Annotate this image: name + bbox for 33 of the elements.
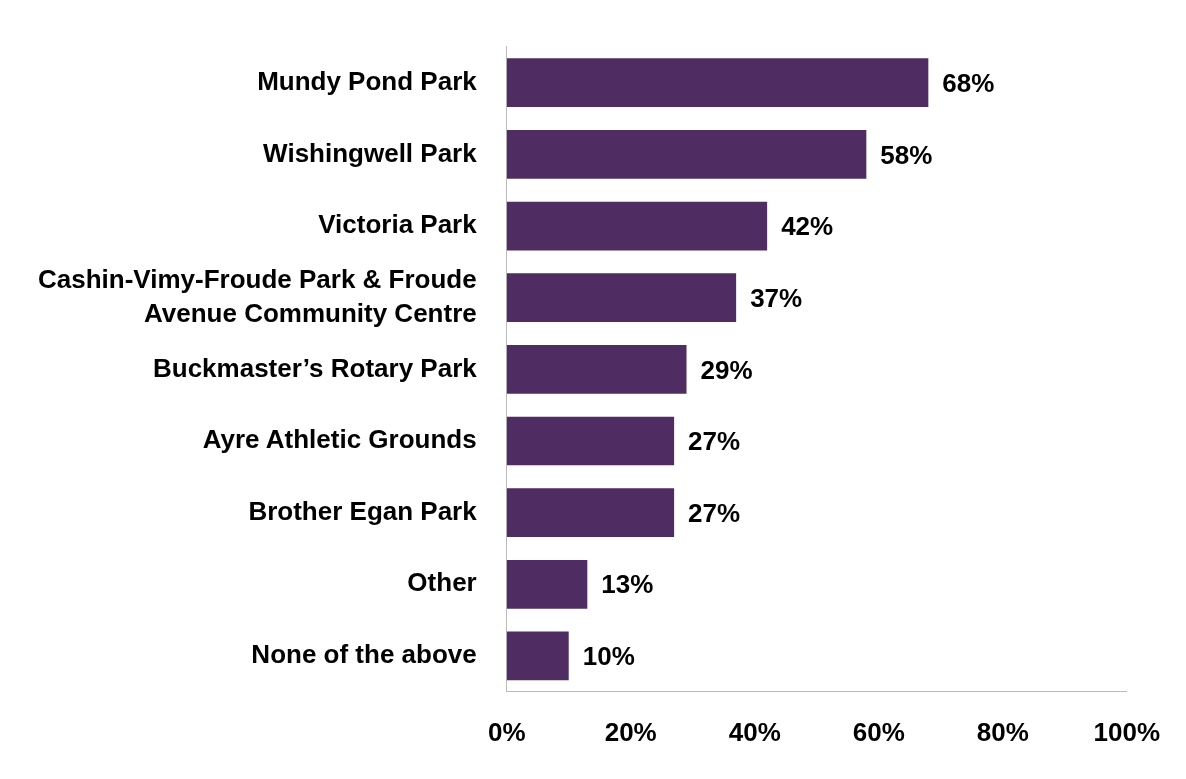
y-tick-label: Other [407,567,477,598]
y-tick-label: Wishingwell Park [263,137,478,168]
data-label: 27% [688,497,741,528]
bar [506,631,569,681]
bar [506,559,588,609]
bar [506,130,867,179]
data-label: 68% [942,67,995,98]
y-tick-label: Mundy Pond Park [257,65,478,96]
x-tick-label: 60% [852,716,905,747]
data-label: 58% [880,139,933,170]
y-tick-label: None of the above [251,639,477,670]
bar [506,488,675,538]
y-tick-label: Cashin-Vimy-Froude Park & Froude Avenue Community Centre [37,263,477,328]
x-tick-label: 0% [487,716,526,747]
bar [506,344,687,394]
x-tick-label: 80% [976,716,1029,747]
bar [506,273,737,323]
data-label: 13% [601,569,654,600]
data-label: 42% [781,211,834,242]
x-tick-label: 20% [604,716,657,747]
data-label: 29% [700,354,753,385]
bar [506,58,929,108]
y-tick-label: Brother Egan Park [248,495,478,526]
y-tick-label: Ayre Athletic Grounds [202,424,477,455]
bar [506,201,768,251]
data-label: 10% [582,641,635,672]
y-tick-label: Victoria Park [318,209,478,240]
bar [506,416,675,466]
data-label: 27% [688,426,741,457]
data-label: 37% [750,282,803,313]
x-tick-label: 100% [1093,716,1160,747]
x-tick-label: 40% [728,716,781,747]
y-tick-label: Buckmaster’s Rotary Park [152,352,478,383]
